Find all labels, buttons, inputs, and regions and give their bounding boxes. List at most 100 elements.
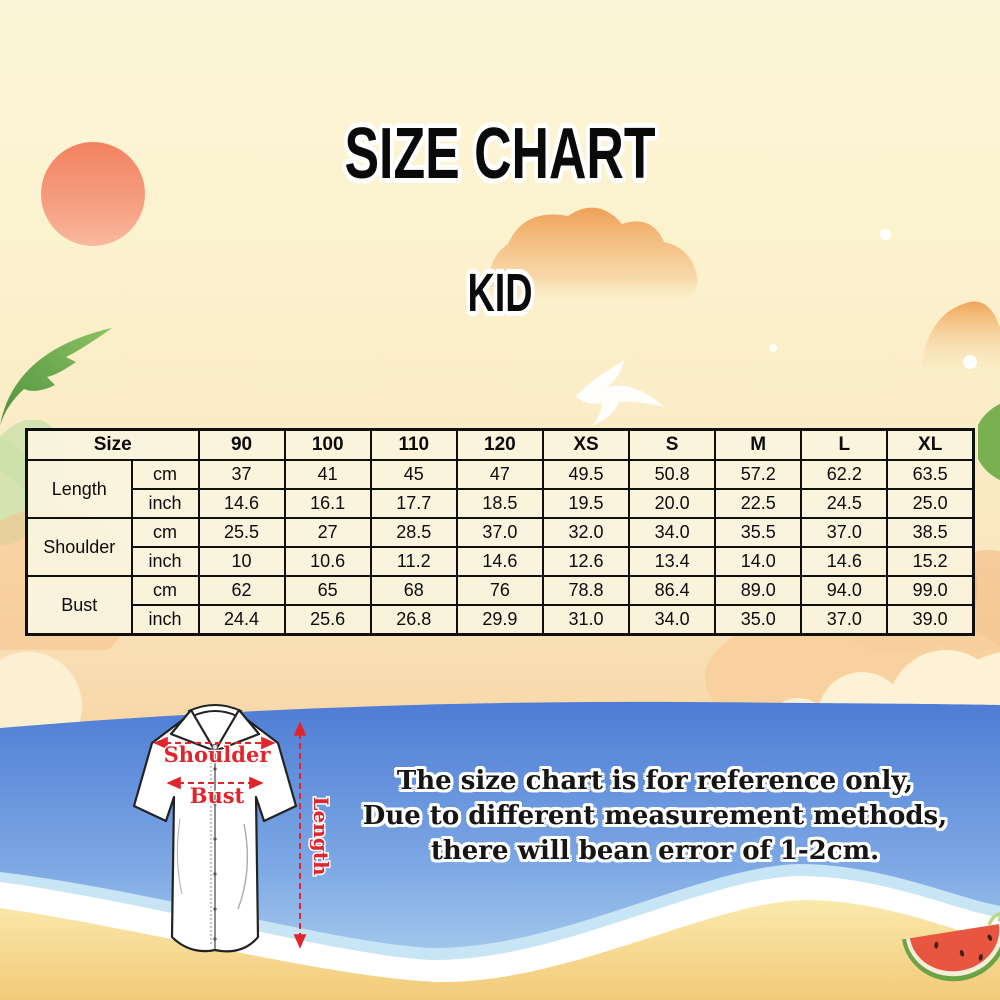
value-cell: 14.0 [714, 546, 803, 577]
sparkle-icon [963, 355, 977, 369]
measurement-label: Shoulder [25, 517, 133, 577]
value-cell: 15.2 [886, 546, 975, 577]
size-column-header: 90 [197, 428, 286, 461]
value-cell: 18.5 [455, 488, 544, 519]
value-cell: 14.6 [800, 546, 889, 577]
value-cell: 37 [197, 459, 286, 490]
value-cell: 37.0 [800, 604, 889, 636]
value-cell: 37.0 [800, 517, 889, 548]
bush-icon [978, 403, 1000, 481]
size-column-header: S [628, 428, 717, 461]
value-cell: 17.7 [369, 488, 458, 519]
bust-label: Bust [190, 783, 245, 808]
measurement-label: Length [25, 459, 133, 519]
length-label: Length [309, 796, 333, 876]
value-cell: 39.0 [886, 604, 975, 636]
value-cell: 26.8 [369, 604, 458, 636]
note-line: there will bean error of 1-2cm. [430, 836, 880, 866]
value-cell: 57.2 [714, 459, 803, 490]
sparkle-icon [769, 344, 777, 352]
value-cell: 35.5 [714, 517, 803, 548]
value-cell: 94.0 [800, 575, 889, 606]
size-table-row: Length cm 37 41 45 47 49.5 50.8 57.2 62.2 63.5 [25, 459, 975, 519]
value-cell: 16.1 [283, 488, 372, 519]
value-cell: 27 [283, 517, 372, 548]
value-cell: 35.0 [714, 604, 803, 636]
value-cell: 32.0 [541, 517, 631, 548]
unit-cell: inch [130, 488, 200, 519]
value-cell: 34.0 [628, 517, 717, 548]
value-cell: 31.0 [541, 604, 631, 636]
value-cell: 49.5 [541, 459, 631, 490]
measurement-label: Bust [25, 575, 133, 636]
size-corner-header: Size [25, 428, 200, 461]
bird-icon [576, 360, 664, 426]
unit-cell: cm [130, 517, 200, 548]
size-table-body: Size 90 100 110 120 XS S M L XL Length cm 37 41 45 47 49… [25, 428, 975, 636]
size-table-container: Size 90 100 110 120 XS S M L XL Length cm 37 41 45 47 49… [25, 428, 975, 636]
size-table-row: Shoulder cm 25.5 27 28.5 37.0 32.0 34.0 35.5 37.0… [25, 517, 975, 577]
size-column-header: L [800, 428, 889, 461]
value-cell: 34.0 [628, 604, 717, 636]
value-cell: 65 [283, 575, 372, 606]
size-column-header: 100 [283, 428, 372, 461]
value-cell: 10 [197, 546, 286, 577]
watermelon-icon [902, 903, 1000, 982]
page-subtitle: KID [467, 263, 533, 323]
value-cell: 24.5 [800, 488, 889, 519]
note-line: Due to different measurement methods, [362, 801, 948, 831]
value-cell: 37.0 [455, 517, 544, 548]
size-column-header: 110 [369, 428, 458, 461]
value-cell: 76 [455, 575, 544, 606]
value-cell: 10.6 [283, 546, 372, 577]
value-cell: 45 [369, 459, 458, 490]
value-cell: 14.6 [197, 488, 286, 519]
sun-icon [41, 142, 145, 246]
size-column-header: 120 [455, 428, 544, 461]
value-cell: 25.0 [886, 488, 975, 519]
size-column-header: XS [541, 428, 631, 461]
value-cell: 62 [197, 575, 286, 606]
value-cell: 19.5 [541, 488, 631, 519]
value-cell: 11.2 [369, 546, 458, 577]
value-cell: 13.4 [628, 546, 717, 577]
value-cell: 25.6 [283, 604, 372, 636]
value-cell: 25.5 [197, 517, 286, 548]
cloud-icon [489, 207, 698, 300]
size-table: Size 90 100 110 120 XS S M L XL Length cm 37 41 45 47 49… [25, 428, 975, 636]
unit-cell: cm [130, 575, 200, 606]
value-cell: 14.6 [455, 546, 544, 577]
value-cell: 50.8 [628, 459, 717, 490]
value-cell: 41 [283, 459, 372, 490]
size-table-row: Bust cm 62 65 68 76 78.8 86.4 89.0 94.0 99.0 [25, 575, 975, 636]
note-text: The size chart is for reference only, Du… [355, 764, 955, 869]
size-table-row: inch 24.4 25.6 26.8 29.9 31.0 34.0 35.0 37.0 39.0 [27, 604, 975, 636]
value-cell: 29.9 [455, 604, 544, 636]
note-line: The size chart is for reference only, [396, 766, 914, 796]
size-column-header: M [714, 428, 803, 461]
sparkle-icon [880, 229, 891, 240]
value-cell: 28.5 [369, 517, 458, 548]
value-cell: 68 [369, 575, 458, 606]
unit-cell: cm [130, 459, 200, 490]
shirt-diagram: Shoulder Bust Length [132, 704, 333, 953]
value-cell: 63.5 [886, 459, 975, 490]
value-cell: 89.0 [714, 575, 803, 606]
unit-cell: inch [130, 546, 200, 577]
value-cell: 62.2 [800, 459, 889, 490]
cloud-icon [922, 301, 1000, 366]
beach-sand [0, 864, 1000, 1000]
unit-cell: inch [130, 604, 200, 636]
page-title: SIZE CHART [344, 114, 656, 194]
shoulder-label: Shoulder [164, 742, 272, 767]
value-cell: 24.4 [197, 604, 286, 636]
value-cell: 22.5 [714, 488, 803, 519]
value-cell: 20.0 [628, 488, 717, 519]
value-cell: 12.6 [541, 546, 631, 577]
value-cell: 47 [455, 459, 544, 490]
size-table-row: inch 10 10.6 11.2 14.6 12.6 13.4 14.0 14.6 15.2 [27, 546, 975, 577]
size-table-row: inch 14.6 16.1 17.7 18.5 19.5 20.0 22.5 24.5 25.0 [27, 488, 975, 519]
value-cell: 78.8 [541, 575, 631, 606]
size-column-header: XL [886, 428, 975, 461]
